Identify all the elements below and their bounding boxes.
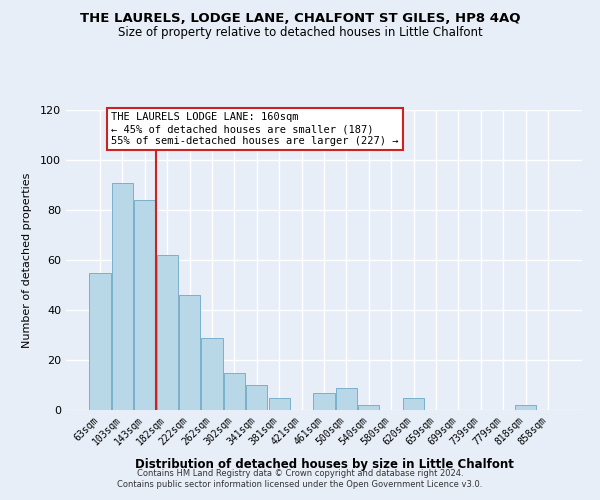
Y-axis label: Number of detached properties: Number of detached properties xyxy=(22,172,32,348)
Bar xyxy=(224,372,245,410)
Bar xyxy=(336,388,357,410)
Text: Contains HM Land Registry data © Crown copyright and database right 2024.: Contains HM Land Registry data © Crown c… xyxy=(137,468,463,477)
Bar xyxy=(246,385,268,410)
Text: Contains public sector information licensed under the Open Government Licence v3: Contains public sector information licen… xyxy=(118,480,482,489)
Bar xyxy=(134,200,155,410)
Text: THE LAURELS LODGE LANE: 160sqm
← 45% of detached houses are smaller (187)
55% of: THE LAURELS LODGE LANE: 160sqm ← 45% of … xyxy=(111,112,399,146)
Bar xyxy=(313,392,335,410)
Bar xyxy=(358,405,379,410)
Text: Size of property relative to detached houses in Little Chalfont: Size of property relative to detached ho… xyxy=(118,26,482,39)
X-axis label: Distribution of detached houses by size in Little Chalfont: Distribution of detached houses by size … xyxy=(134,458,514,471)
Text: THE LAURELS, LODGE LANE, CHALFONT ST GILES, HP8 4AQ: THE LAURELS, LODGE LANE, CHALFONT ST GIL… xyxy=(80,12,520,26)
Bar xyxy=(157,255,178,410)
Bar xyxy=(179,295,200,410)
Bar xyxy=(269,398,290,410)
Bar xyxy=(515,405,536,410)
Bar xyxy=(403,398,424,410)
Bar xyxy=(112,182,133,410)
Bar xyxy=(89,272,111,410)
Bar xyxy=(202,338,223,410)
